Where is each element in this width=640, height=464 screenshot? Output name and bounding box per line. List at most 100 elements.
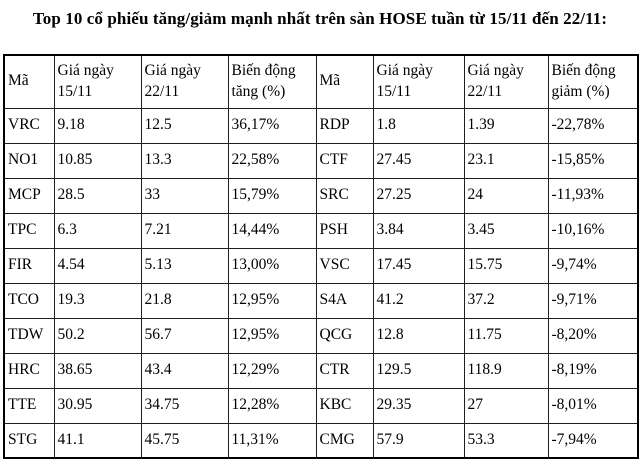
table-row: TPC 6.3 7.21 14,44% PSH 3.84 3.45 -10,16% xyxy=(3,212,639,249)
value-cell: 118.9 xyxy=(463,352,549,389)
stock-table: Mã Giá ngày 15/11 Giá ngày 22/11 Biến động … xyxy=(3,54,639,459)
value-cell: 1.8 xyxy=(372,107,465,144)
column-header-6: Giá ngày 22/11 xyxy=(463,54,549,109)
ticker-cell: CTR xyxy=(315,352,374,389)
value-cell: 29.35 xyxy=(372,387,465,424)
value-cell: 129.5 xyxy=(372,352,465,389)
value-cell: -8,19% xyxy=(547,352,639,389)
ticker-cell: MCP xyxy=(3,177,55,214)
table-row: FIR 4.54 5.13 13,00% VSC 17.45 15.75 -9,74% xyxy=(3,247,639,284)
value-cell: -22,78% xyxy=(547,107,639,144)
page-title: Top 10 cổ phiếu tăng/giảm mạnh nhất trên… xyxy=(32,9,608,28)
column-header-3: Biến động tăng (%) xyxy=(227,54,317,109)
value-cell: -8,20% xyxy=(547,317,639,354)
value-cell: 12,95% xyxy=(227,317,317,354)
table-row: STG 41.1 45.75 11,31% CMG 57.9 53.3 -7,94% xyxy=(3,422,639,459)
value-cell: 27.25 xyxy=(372,177,465,214)
column-header-1: Giá ngày 15/11 xyxy=(53,54,142,109)
value-cell: 12,28% xyxy=(227,387,317,424)
value-cell: 28.5 xyxy=(53,177,142,214)
value-cell: 14,44% xyxy=(227,212,317,249)
table-row: HRC 38.65 43.4 12,29% CTR 129.5 118.9 -8,19% xyxy=(3,352,639,389)
value-cell: 33 xyxy=(140,177,229,214)
value-cell: 43.4 xyxy=(140,352,229,389)
column-header-7: Biến động giảm (%) xyxy=(547,54,639,109)
ticker-cell: STG xyxy=(3,422,55,459)
ticker-cell: CMG xyxy=(315,422,374,459)
value-cell: 17.45 xyxy=(372,247,465,284)
ticker-cell: TCO xyxy=(3,282,55,319)
ticker-cell: TPC xyxy=(3,212,55,249)
value-cell: 57.9 xyxy=(372,422,465,459)
value-cell: 6.3 xyxy=(53,212,142,249)
value-cell: 13,00% xyxy=(227,247,317,284)
value-cell: 22,58% xyxy=(227,142,317,179)
value-cell: 3.45 xyxy=(463,212,549,249)
value-cell: 12,95% xyxy=(227,282,317,319)
value-cell: 12.5 xyxy=(140,107,229,144)
ticker-cell: TTE xyxy=(3,387,55,424)
value-cell: -7,94% xyxy=(547,422,639,459)
value-cell: 24 xyxy=(463,177,549,214)
value-cell: -9,74% xyxy=(547,247,639,284)
value-cell: 19.3 xyxy=(53,282,142,319)
value-cell: 30.95 xyxy=(53,387,142,424)
ticker-cell: TDW xyxy=(3,317,55,354)
table-row: VRC 9.18 12.5 36,17% RDP 1.8 1.39 -22,78% xyxy=(3,107,639,144)
column-header-5: Giá ngày 15/11 xyxy=(372,54,465,109)
ticker-cell: FIR xyxy=(3,247,55,284)
value-cell: 7.21 xyxy=(140,212,229,249)
value-cell: 41.1 xyxy=(53,422,142,459)
ticker-cell: S4A xyxy=(315,282,374,319)
value-cell: -9,71% xyxy=(547,282,639,319)
table-header-row: Mã Giá ngày 15/11 Giá ngày 22/11 Biến động … xyxy=(3,54,639,109)
ticker-cell: NO1 xyxy=(3,142,55,179)
value-cell: 11.75 xyxy=(463,317,549,354)
value-cell: 15,79% xyxy=(227,177,317,214)
column-header-0: Mã xyxy=(3,54,55,109)
value-cell: -8,01% xyxy=(547,387,639,424)
value-cell: 10.85 xyxy=(53,142,142,179)
ticker-cell: HRC xyxy=(3,352,55,389)
table-row: TTE 30.95 34.75 12,28% KBC 29.35 27 -8,01% xyxy=(3,387,639,424)
value-cell: 9.18 xyxy=(53,107,142,144)
value-cell: 50.2 xyxy=(53,317,142,354)
ticker-cell: RDP xyxy=(315,107,374,144)
value-cell: 34.75 xyxy=(140,387,229,424)
value-cell: 3.84 xyxy=(372,212,465,249)
value-cell: 12,29% xyxy=(227,352,317,389)
value-cell: 27.45 xyxy=(372,142,465,179)
value-cell: 12.8 xyxy=(372,317,465,354)
ticker-cell: PSH xyxy=(315,212,374,249)
value-cell: 23.1 xyxy=(463,142,549,179)
value-cell: 13.3 xyxy=(140,142,229,179)
value-cell: 4.54 xyxy=(53,247,142,284)
column-header-2: Giá ngày 22/11 xyxy=(140,54,229,109)
table-row: NO1 10.85 13.3 22,58% CTF 27.45 23.1 -15,85% xyxy=(3,142,639,179)
table-row: TDW 50.2 56.7 12,95% QCG 12.8 11.75 -8,20% xyxy=(3,317,639,354)
value-cell: 5.13 xyxy=(140,247,229,284)
ticker-cell: VRC xyxy=(3,107,55,144)
table-row: MCP 28.5 33 15,79% SRC 27.25 24 -11,93% xyxy=(3,177,639,214)
value-cell: -11,93% xyxy=(547,177,639,214)
table-row: TCO 19.3 21.8 12,95% S4A 41.2 37.2 -9,71% xyxy=(3,282,639,319)
ticker-cell: SRC xyxy=(315,177,374,214)
ticker-cell: CTF xyxy=(315,142,374,179)
value-cell: 1.39 xyxy=(463,107,549,144)
value-cell: 11,31% xyxy=(227,422,317,459)
value-cell: 27 xyxy=(463,387,549,424)
value-cell: -10,16% xyxy=(547,212,639,249)
value-cell: 56.7 xyxy=(140,317,229,354)
value-cell: 37.2 xyxy=(463,282,549,319)
value-cell: 38.65 xyxy=(53,352,142,389)
value-cell: 45.75 xyxy=(140,422,229,459)
value-cell: 21.8 xyxy=(140,282,229,319)
ticker-cell: VSC xyxy=(315,247,374,284)
value-cell: 53.3 xyxy=(463,422,549,459)
value-cell: 36,17% xyxy=(227,107,317,144)
ticker-cell: QCG xyxy=(315,317,374,354)
value-cell: 15.75 xyxy=(463,247,549,284)
column-header-4: Mã xyxy=(315,54,374,109)
value-cell: 41.2 xyxy=(372,282,465,319)
value-cell: -15,85% xyxy=(547,142,639,179)
